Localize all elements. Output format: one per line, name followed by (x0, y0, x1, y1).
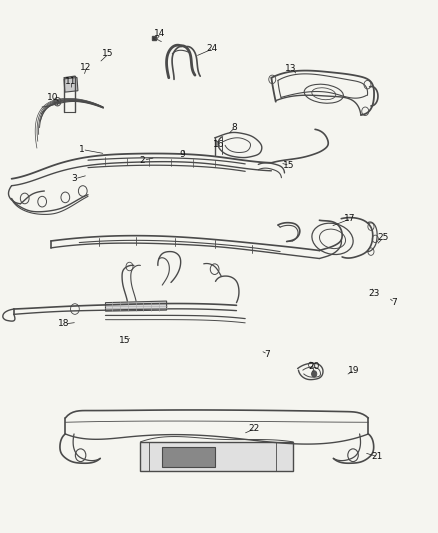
Text: 10: 10 (46, 93, 58, 102)
Text: 23: 23 (368, 288, 380, 297)
Text: 25: 25 (377, 233, 389, 242)
Text: 9: 9 (179, 150, 185, 159)
Text: 15: 15 (102, 50, 113, 58)
Text: 24: 24 (207, 44, 218, 53)
Text: 7: 7 (264, 350, 270, 359)
Text: 12: 12 (80, 63, 92, 71)
Text: 2: 2 (140, 156, 145, 165)
Text: 11: 11 (65, 77, 76, 86)
Text: 8: 8 (231, 123, 237, 132)
FancyBboxPatch shape (141, 442, 293, 471)
Text: 22: 22 (248, 424, 260, 433)
Text: 7: 7 (391, 298, 396, 307)
Text: 1: 1 (78, 145, 85, 154)
Text: 13: 13 (285, 64, 297, 73)
Text: 19: 19 (348, 366, 359, 375)
Text: 14: 14 (154, 29, 166, 38)
Text: 15: 15 (120, 336, 131, 345)
FancyBboxPatch shape (162, 447, 215, 467)
Text: 15: 15 (283, 161, 295, 170)
Text: 18: 18 (58, 319, 70, 328)
Text: 3: 3 (71, 174, 77, 183)
Text: 21: 21 (371, 453, 383, 462)
Text: 17: 17 (344, 214, 356, 223)
Polygon shape (106, 301, 166, 311)
Circle shape (311, 370, 317, 377)
Bar (64, 77, 78, 92)
Text: 20: 20 (308, 362, 320, 371)
Text: 16: 16 (213, 140, 225, 149)
